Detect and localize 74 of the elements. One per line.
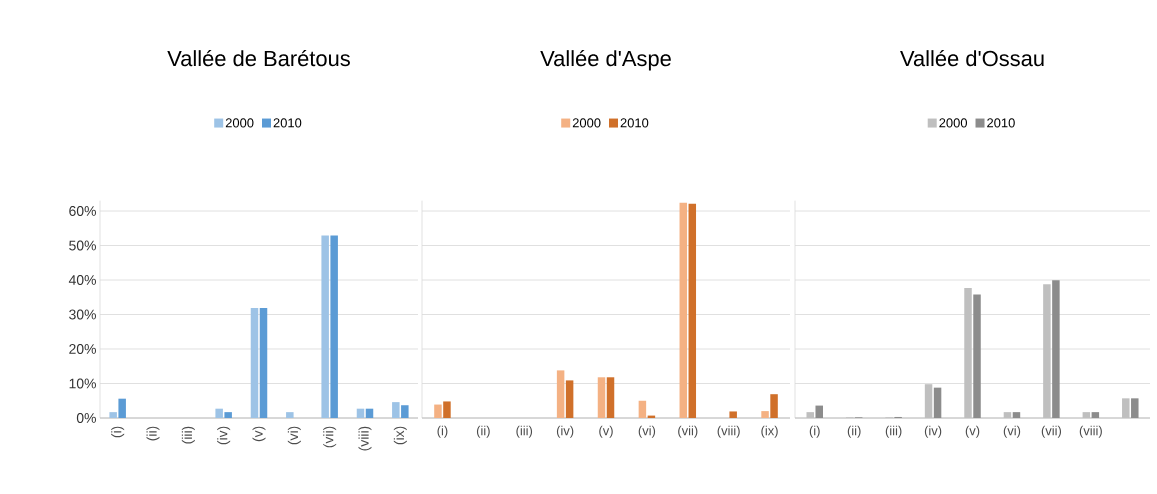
x-tick-label: (viii) xyxy=(717,425,740,438)
x-tick-label: (i) xyxy=(809,425,820,438)
legend-label: 2010 xyxy=(273,118,302,128)
chart-title: Vallée d'Ossau xyxy=(900,49,1044,67)
x-tick-label: (vi) xyxy=(1003,425,1021,438)
y-tick-label: 10% xyxy=(69,378,96,389)
x-tick-label: (iv) xyxy=(556,425,574,438)
x-tick-label: (v) xyxy=(252,426,266,442)
x-tick-label: (vi) xyxy=(287,426,301,445)
x-tick-label: (i) xyxy=(437,425,448,438)
bar xyxy=(638,400,647,418)
y-tick-label: 50% xyxy=(69,240,96,251)
bar xyxy=(679,202,688,418)
legend-label: 2010 xyxy=(987,118,1015,128)
x-tick-label: (ix) xyxy=(393,426,407,445)
bar xyxy=(597,377,606,418)
bar xyxy=(815,405,823,418)
bar xyxy=(286,412,294,418)
legend-label: 2000 xyxy=(939,118,968,128)
legend-label: 2000 xyxy=(572,118,601,128)
x-tick-label: (iii) xyxy=(885,425,902,438)
bar xyxy=(1091,412,1100,418)
x-tick-label: (vii) xyxy=(323,426,337,448)
bar xyxy=(729,411,737,418)
bar xyxy=(224,412,232,418)
bar xyxy=(761,411,769,418)
bar xyxy=(356,408,365,418)
x-tick-label: (vii) xyxy=(1041,425,1062,438)
bar xyxy=(109,412,117,418)
bar xyxy=(330,235,338,418)
bar xyxy=(973,294,981,418)
x-tick-label: (iv) xyxy=(924,425,942,438)
x-tick-label: (v) xyxy=(965,425,980,438)
x-tick-label: (viii) xyxy=(1079,425,1102,438)
bar xyxy=(250,307,259,418)
bar xyxy=(1052,280,1060,418)
chart-title: Vallée d'Aspe xyxy=(540,49,671,71)
bar xyxy=(1131,398,1139,418)
bar xyxy=(434,404,442,418)
bar xyxy=(606,377,615,418)
x-tick-label: (v) xyxy=(599,425,613,438)
bar xyxy=(565,380,574,418)
y-tick-label: 0% xyxy=(76,413,96,423)
x-tick-label: (iii) xyxy=(516,425,533,438)
bar xyxy=(259,307,268,418)
x-tick-label: (vi) xyxy=(638,425,656,438)
bar xyxy=(1012,412,1021,418)
chart-title: Vallée de Barétous xyxy=(167,49,350,67)
bar xyxy=(770,394,778,418)
bar xyxy=(321,235,329,418)
y-tick-label: 40% xyxy=(68,275,96,285)
bar xyxy=(215,408,223,418)
legend-label: 2010 xyxy=(620,118,649,128)
bar xyxy=(365,408,374,418)
x-tick-label: (vii) xyxy=(678,425,698,438)
bar xyxy=(688,203,697,418)
x-tick-label: (viii) xyxy=(358,426,372,451)
x-tick-label: (iv) xyxy=(217,426,231,445)
x-tick-label: (ix) xyxy=(761,425,778,438)
legend-label: 2000 xyxy=(225,118,254,128)
x-tick-label: (ii) xyxy=(847,425,861,438)
y-tick-label: 30% xyxy=(69,309,96,320)
x-tick-label: (iii) xyxy=(181,426,195,444)
bar xyxy=(556,370,565,418)
bar xyxy=(443,401,451,418)
x-tick-label: (ii) xyxy=(476,425,490,438)
bar xyxy=(401,405,409,418)
x-tick-label: (ii) xyxy=(146,426,160,441)
bar xyxy=(118,398,126,418)
bar xyxy=(392,402,400,418)
y-tick-label: 60% xyxy=(69,206,96,216)
bar xyxy=(933,387,942,418)
x-tick-label: (i) xyxy=(111,426,125,438)
y-tick-label: 20% xyxy=(69,344,96,354)
